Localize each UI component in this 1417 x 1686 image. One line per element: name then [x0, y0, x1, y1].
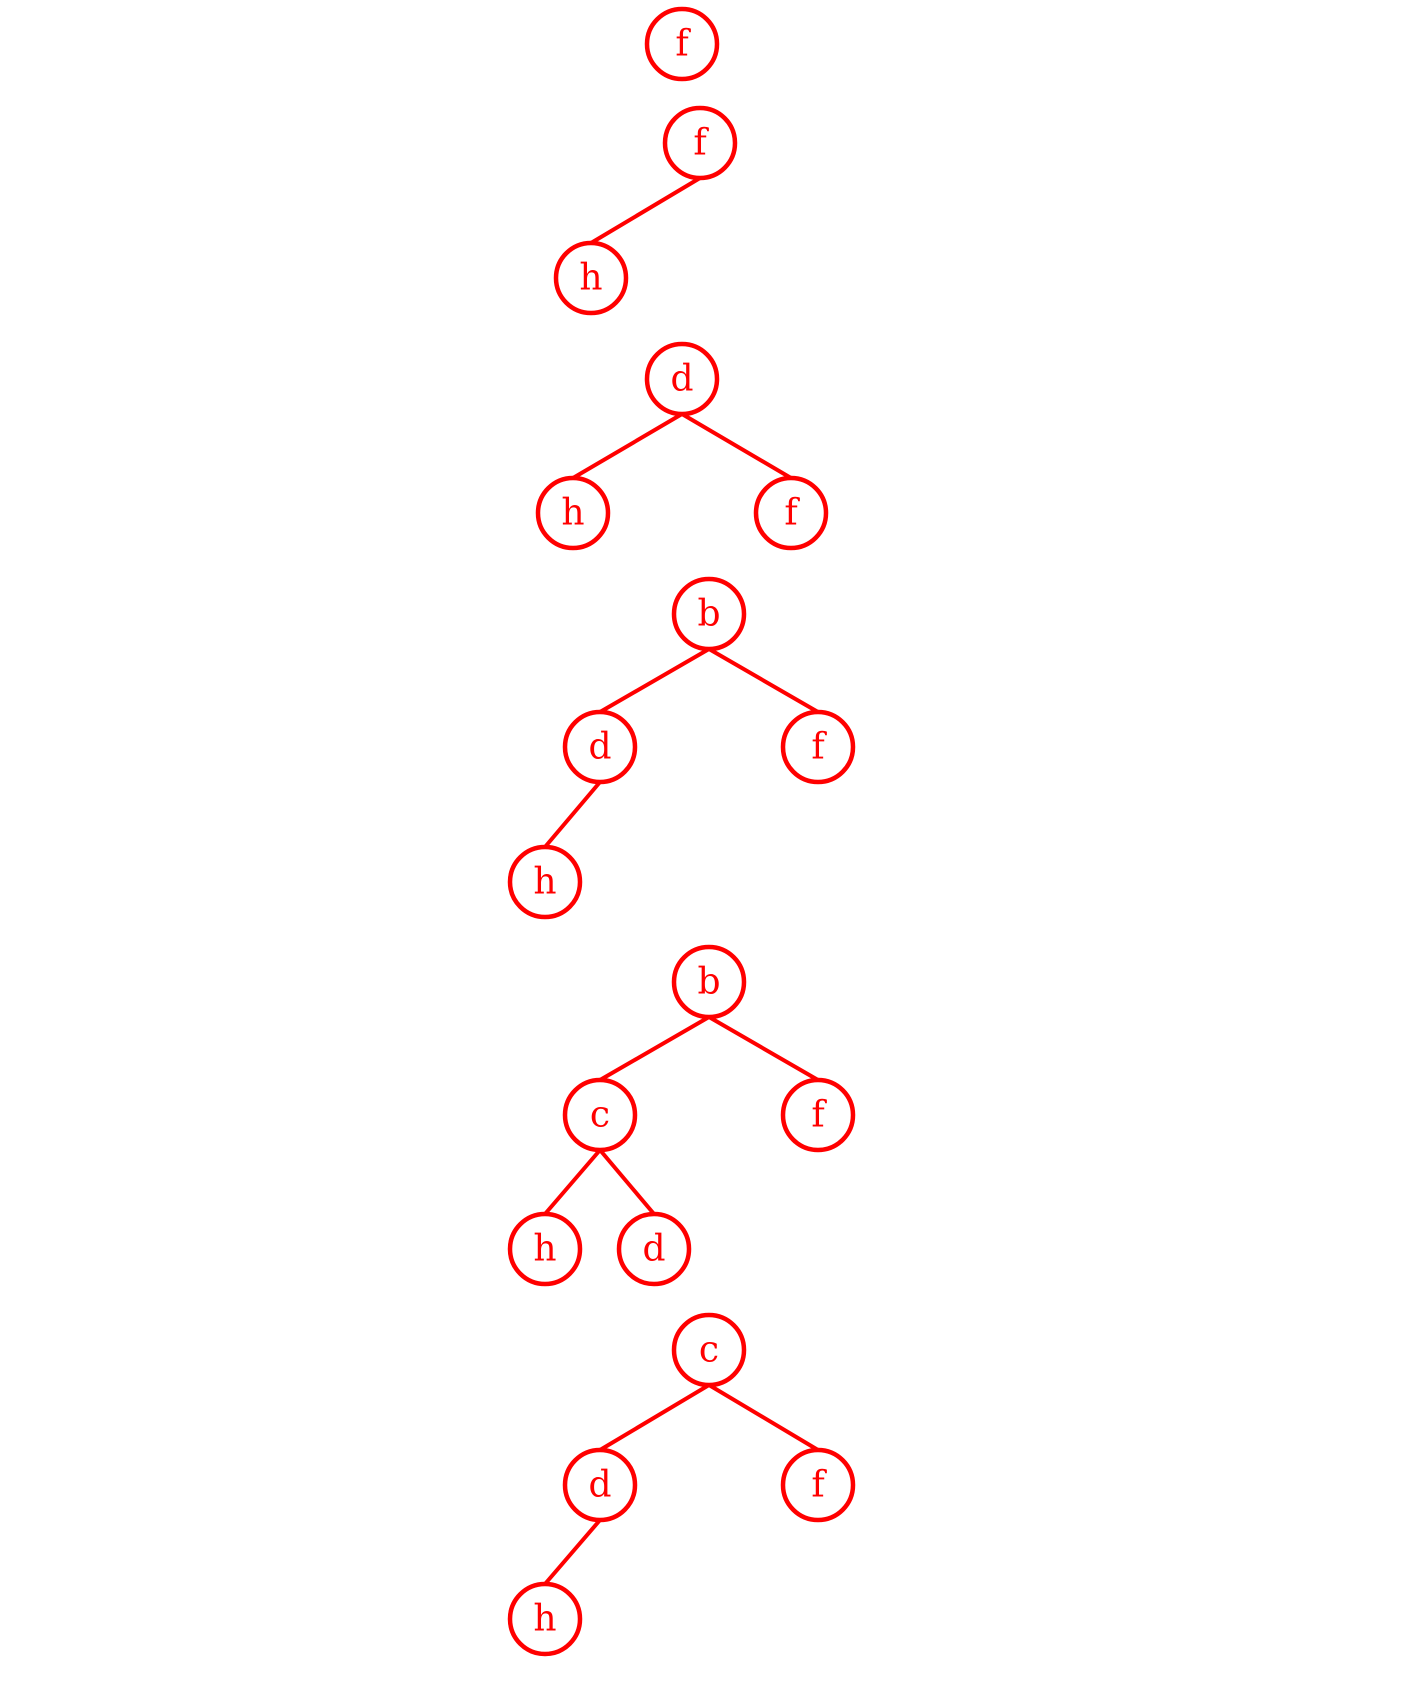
node-circle — [616, 1211, 692, 1287]
tree-4-edge-3 — [543, 780, 602, 849]
node-circle — [562, 709, 638, 785]
tree-5-node-d: d — [616, 1211, 692, 1287]
tree-6-edge-3 — [543, 1518, 602, 1586]
tree-1-node-f: f — [644, 6, 720, 82]
tree-5-edge-1 — [598, 1015, 711, 1082]
tree-6-node-f: f — [780, 1447, 856, 1523]
node-circle — [662, 105, 738, 181]
node-circle — [507, 1581, 583, 1657]
tree-2-node-h: h — [553, 240, 629, 316]
tree-1: f — [644, 6, 720, 82]
tree-3-node-h: h — [535, 475, 611, 551]
tree-5-edge-3 — [543, 1148, 602, 1216]
tree-2-node-f: f — [662, 105, 738, 181]
node-label: c — [590, 1095, 610, 1136]
node-circle — [780, 1447, 856, 1523]
node-label: f — [693, 123, 709, 164]
node-circle — [562, 1447, 638, 1523]
node-label: f — [675, 24, 691, 65]
node-circle — [753, 475, 829, 551]
node-circle — [671, 576, 747, 652]
tree-5-edge-4 — [598, 1148, 656, 1216]
node-circle — [507, 844, 583, 920]
tree-3: d h f — [535, 341, 829, 551]
tree-3-edge-1 — [571, 412, 684, 480]
tree-4: b d f h — [507, 576, 856, 920]
node-label: h — [579, 258, 602, 299]
tree-4-node-f: f — [780, 709, 856, 785]
tree-4-edge-2 — [707, 647, 820, 714]
node-circle — [780, 709, 856, 785]
tree-2-edge-1 — [589, 176, 702, 245]
node-circle — [562, 1077, 638, 1153]
node-label: b — [697, 594, 720, 635]
node-label: f — [811, 1465, 827, 1506]
node-circle — [644, 341, 720, 417]
node-label: h — [533, 862, 556, 903]
tree-5-node-f: f — [780, 1077, 856, 1153]
tree-5: b c f h d — [507, 944, 856, 1287]
node-label: f — [811, 1095, 827, 1136]
tree-6: c d f h — [507, 1312, 856, 1657]
node-label: d — [588, 727, 611, 768]
node-circle — [535, 475, 611, 551]
node-label: d — [670, 359, 693, 400]
node-circle — [553, 240, 629, 316]
tree-3-node-f: f — [753, 475, 829, 551]
node-label: d — [642, 1229, 665, 1270]
node-label: h — [561, 493, 584, 534]
node-label: d — [588, 1465, 611, 1506]
node-label: c — [699, 1330, 719, 1371]
node-label: h — [533, 1229, 556, 1270]
tree-4-node-b: b — [671, 576, 747, 652]
tree-5-node-c: c — [562, 1077, 638, 1153]
tree-6-node-d: d — [562, 1447, 638, 1523]
tree-3-node-d: d — [644, 341, 720, 417]
node-circle — [507, 1211, 583, 1287]
node-circle — [780, 1077, 856, 1153]
node-label: h — [533, 1599, 556, 1640]
tree-3-edge-2 — [680, 412, 793, 480]
tree-5-edge-2 — [707, 1015, 820, 1082]
tree-4-node-h: h — [507, 844, 583, 920]
node-circle — [671, 944, 747, 1020]
tree-4-node-d: d — [562, 709, 638, 785]
tree-2: fh — [553, 105, 738, 316]
tree-6-edge-2 — [707, 1383, 820, 1452]
tree-5-node-b: b — [671, 944, 747, 1020]
tree-6-edge-1 — [598, 1383, 711, 1452]
tree-5-node-h: h — [507, 1211, 583, 1287]
node-label: b — [697, 962, 720, 1003]
node-label: f — [784, 493, 800, 534]
node-circle — [644, 6, 720, 82]
tree-4-edge-1 — [598, 647, 711, 714]
tree-6-node-c: c — [671, 1312, 747, 1388]
tree-6-node-h: h — [507, 1581, 583, 1657]
node-circle — [671, 1312, 747, 1388]
node-label: f — [811, 727, 827, 768]
